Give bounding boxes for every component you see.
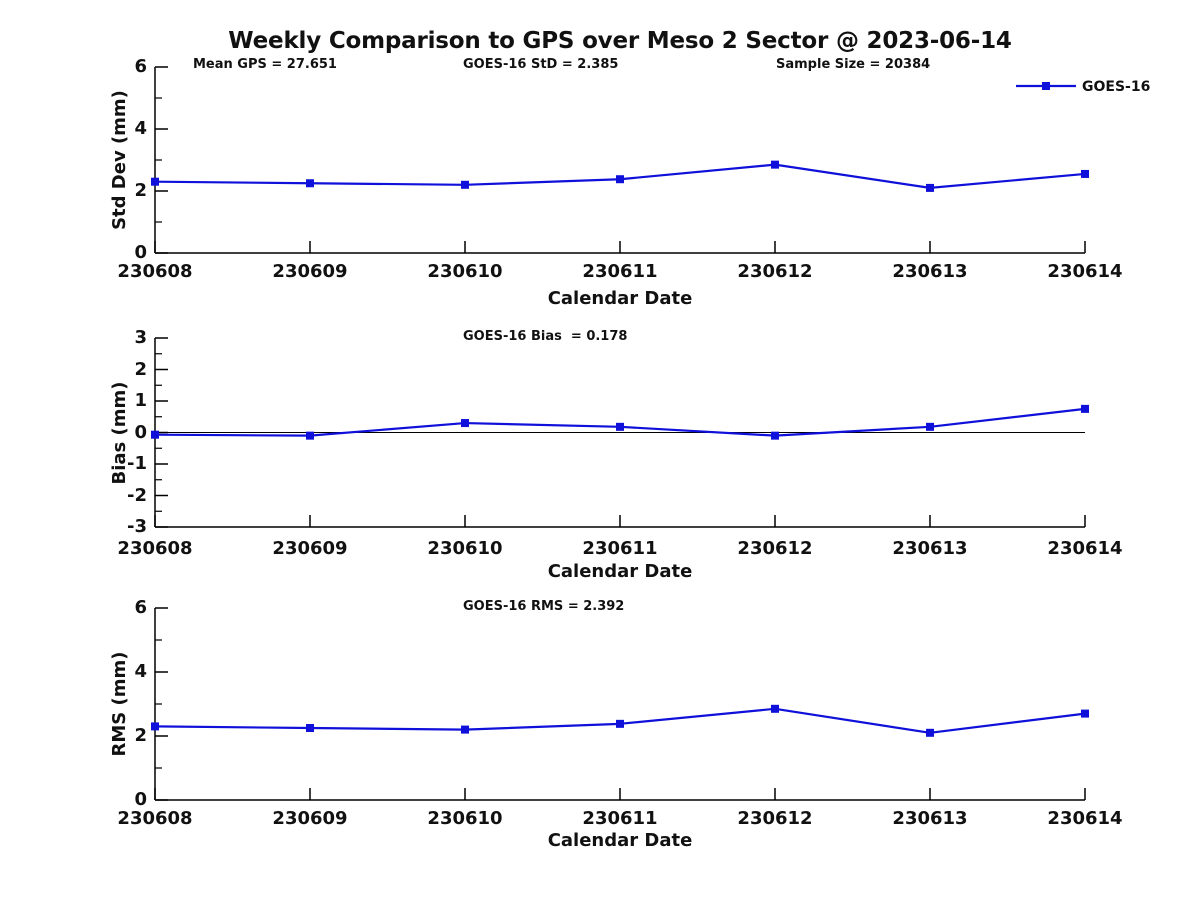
- data-point-marker: [616, 175, 624, 184]
- data-point-marker: [151, 722, 159, 731]
- x-tick-label: 230611: [582, 261, 658, 282]
- x-tick-label: 230613: [892, 538, 968, 559]
- series-line: [154, 407, 1086, 437]
- x-tick-label: 230613: [892, 261, 968, 282]
- data-point-marker: [306, 724, 314, 732]
- x-tick-label: 230609: [272, 538, 348, 559]
- data-point-marker: [616, 719, 624, 728]
- data-point-marker: [461, 180, 469, 189]
- y-tick-label: 1: [134, 390, 147, 411]
- x-tick-label: 230612: [737, 538, 813, 559]
- data-point-marker: [461, 419, 469, 428]
- data-point-marker: [926, 728, 934, 737]
- data-point-marker: [151, 430, 159, 439]
- y-tick-label: 4: [134, 118, 147, 139]
- data-point-marker: [771, 704, 779, 713]
- x-axis-label: Calendar Date: [547, 561, 693, 582]
- legend-line-sample: [1016, 82, 1076, 90]
- legend-label: GOES-16: [1082, 79, 1151, 95]
- x-tick-label: 230609: [272, 808, 348, 829]
- x-tick-label: 230608: [117, 538, 193, 559]
- y-tick-label: 0: [134, 789, 147, 810]
- x-tick-label: 230614: [1047, 261, 1123, 282]
- x-tick-label: 230614: [1047, 808, 1123, 829]
- x-tick-label: 230608: [117, 808, 193, 829]
- x-tick-label: 230610: [427, 261, 503, 282]
- data-point-marker: [1081, 404, 1089, 413]
- data-point-marker: [1081, 709, 1089, 718]
- data-point-marker: [1081, 169, 1089, 178]
- x-axis-label: Calendar Date: [547, 830, 693, 851]
- y-tick-label: 2: [134, 180, 147, 201]
- x-tick-label: 230610: [427, 808, 503, 829]
- annotation-bias-0: GOES-16 Bias = 0.178: [463, 329, 628, 344]
- x-axis-label: Calendar Date: [547, 288, 693, 309]
- annotation-rms-0: GOES-16 RMS = 2.392: [463, 599, 625, 614]
- x-tick-label: 230609: [272, 261, 348, 282]
- y-tick-label: 0: [134, 421, 147, 443]
- x-tick-label: 230610: [427, 538, 503, 559]
- x-tick-label: 230611: [582, 808, 658, 829]
- data-point-marker: [461, 725, 469, 734]
- data-point-marker: [771, 431, 779, 440]
- y-tick-label: -1: [127, 453, 147, 474]
- x-tick-label: 230613: [892, 808, 968, 829]
- y-tick-label: 6: [134, 56, 147, 77]
- data-point-marker: [926, 422, 934, 431]
- x-tick-label: 230612: [737, 808, 813, 829]
- x-tick-label: 230612: [737, 261, 813, 282]
- figure-title: Weekly Comparison to GPS over Meso 2 Sec…: [228, 28, 1012, 54]
- data-point-marker: [306, 179, 314, 188]
- data-point-marker: [306, 431, 314, 440]
- axis-ticks: [154, 66, 1086, 254]
- y-tick-label: 2: [134, 358, 147, 380]
- y-axis-label: Bias (mm): [109, 381, 130, 484]
- data-point-marker: [151, 177, 159, 186]
- y-axis-label: Std Dev (mm): [109, 90, 130, 230]
- annotation-std-dev-2: Sample Size = 20384: [776, 57, 931, 72]
- y-tick-label: 3: [134, 327, 147, 348]
- y-tick-label: -2: [127, 484, 147, 506]
- y-tick-label: 0: [134, 242, 147, 263]
- y-tick-label: -3: [127, 516, 147, 537]
- x-tick-label: 230614: [1047, 538, 1123, 559]
- axis-ticks: [154, 607, 1086, 801]
- data-point-marker: [616, 422, 624, 431]
- x-tick-label: 230611: [582, 538, 658, 559]
- data-point-marker: [771, 160, 779, 169]
- data-point-marker: [926, 183, 934, 192]
- x-tick-label: 230608: [117, 261, 193, 282]
- annotation-std-dev-0: Mean GPS = 27.651: [193, 57, 337, 72]
- plot-area-rms: [151, 607, 1089, 801]
- plot-area-std-dev: [151, 66, 1089, 254]
- y-tick-label: 2: [134, 725, 147, 746]
- y-tick-label: 4: [134, 661, 147, 682]
- y-tick-label: 6: [134, 597, 147, 618]
- legend-marker-icon: [1042, 82, 1050, 90]
- annotation-std-dev-1: GOES-16 StD = 2.385: [463, 57, 619, 72]
- y-axis-label: RMS (mm): [109, 651, 130, 757]
- plot-area-bias: [151, 337, 1089, 528]
